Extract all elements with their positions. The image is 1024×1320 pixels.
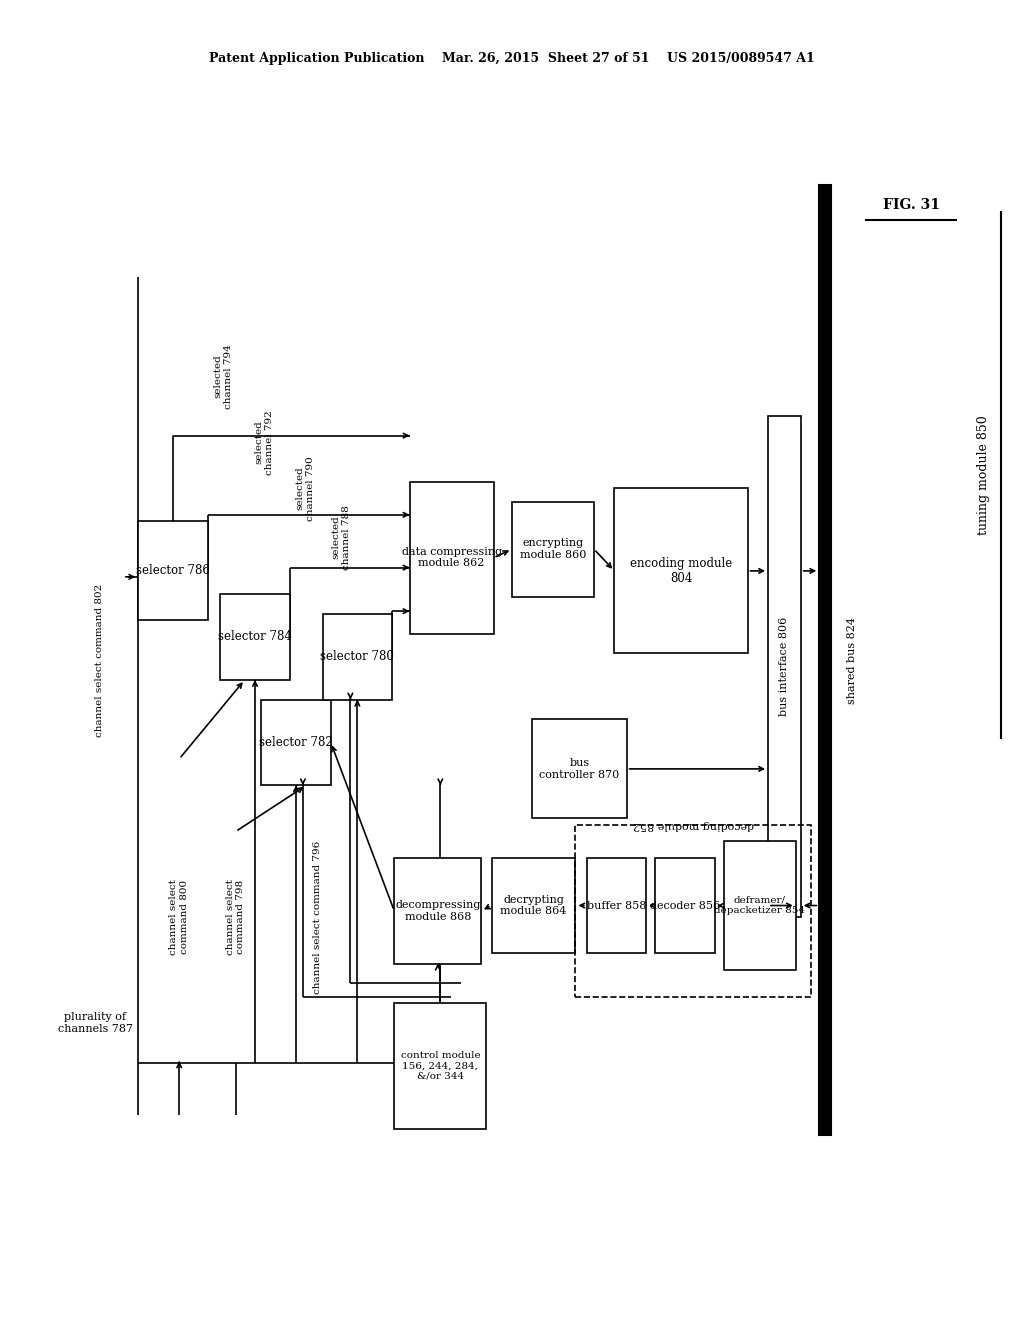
Text: decrypting
module 864: decrypting module 864: [501, 895, 566, 916]
Text: FIG. 31: FIG. 31: [883, 198, 940, 211]
Text: selector 782: selector 782: [259, 737, 333, 748]
Bar: [138, 521, 208, 620]
Text: shared bus 824: shared bus 824: [847, 616, 857, 704]
Bar: [220, 594, 290, 680]
Text: selector 780: selector 780: [321, 651, 394, 663]
Text: deframer/
depacketizer 854: deframer/ depacketizer 854: [715, 896, 805, 915]
Text: selector 784: selector 784: [218, 631, 292, 643]
Bar: [492, 858, 575, 953]
Bar: [512, 502, 594, 597]
Text: decompressing
module 868: decompressing module 868: [395, 900, 480, 921]
Bar: [410, 482, 494, 634]
Bar: [614, 488, 748, 653]
Text: encrypting
module 860: encrypting module 860: [520, 539, 586, 560]
Bar: [575, 825, 811, 997]
Text: selected
channel 790: selected channel 790: [296, 455, 314, 521]
Bar: [819, 185, 831, 1135]
Text: selector 786: selector 786: [136, 565, 210, 577]
Bar: [261, 700, 331, 785]
Text: bus
controller 870: bus controller 870: [540, 758, 620, 780]
Bar: [323, 614, 392, 700]
Text: decoding module 852: decoding module 852: [633, 820, 754, 830]
Text: buffer 858: buffer 858: [587, 900, 646, 911]
Bar: [587, 858, 646, 953]
Bar: [394, 1003, 486, 1129]
Text: Patent Application Publication    Mar. 26, 2015  Sheet 27 of 51    US 2015/00895: Patent Application Publication Mar. 26, …: [209, 51, 815, 65]
Text: tuning module 850: tuning module 850: [977, 416, 989, 535]
Text: channel select
command 798: channel select command 798: [226, 879, 245, 956]
Text: plurality of
channels 787: plurality of channels 787: [57, 1012, 133, 1034]
Bar: [724, 841, 796, 970]
Text: channel select command 802: channel select command 802: [95, 583, 103, 737]
Text: selected
channel 792: selected channel 792: [255, 409, 273, 475]
Text: control module
156, 244, 284,
&/or 344: control module 156, 244, 284, &/or 344: [400, 1051, 480, 1081]
Text: bus interface 806: bus interface 806: [779, 616, 790, 717]
Text: selected
channel 794: selected channel 794: [214, 343, 232, 409]
Bar: [394, 858, 481, 964]
Text: data compressing
module 862: data compressing module 862: [401, 546, 502, 569]
Text: channel select
command 800: channel select command 800: [170, 879, 188, 956]
Text: channel select command 796: channel select command 796: [313, 841, 322, 994]
Text: encoding module
804: encoding module 804: [630, 557, 732, 585]
Bar: [655, 858, 715, 953]
Bar: [768, 416, 801, 917]
Text: decoder 856: decoder 856: [650, 900, 720, 911]
Bar: [532, 719, 627, 818]
Text: selected
channel 788: selected channel 788: [332, 504, 350, 570]
